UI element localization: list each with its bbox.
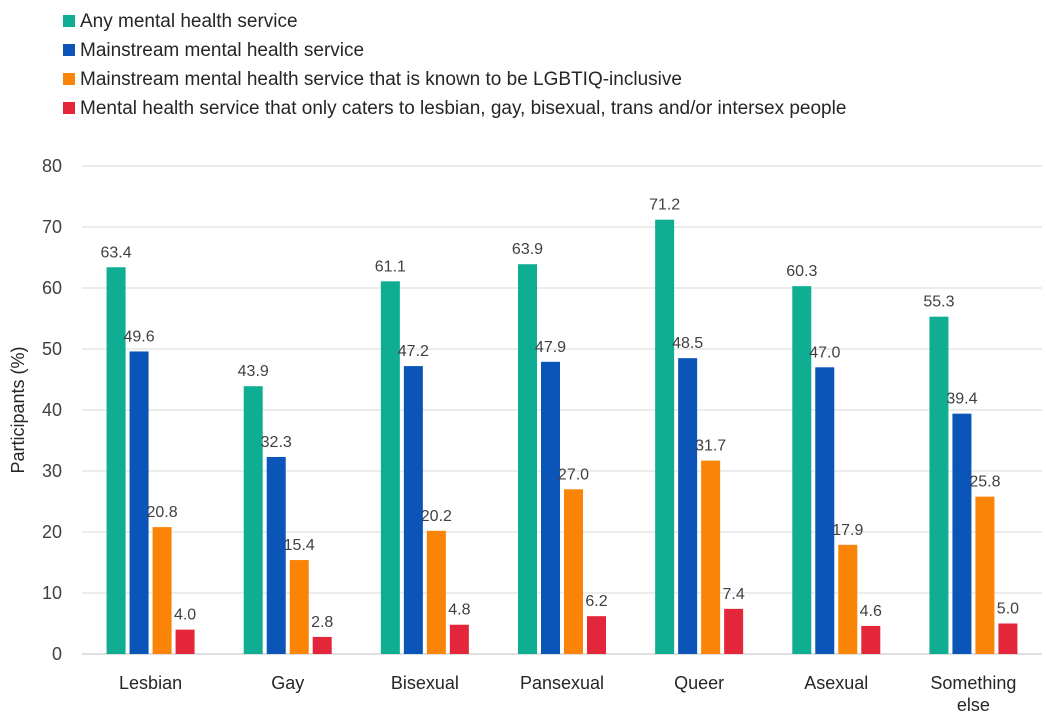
value-labels: 63.4 49.6 20.8 4.0 43.9 32.3 15.4 2.8 61.1 47.2 20… — [101, 197, 1020, 631]
bar-lesbian-series-2 — [129, 351, 149, 654]
gridlines — [82, 165, 1042, 655]
data-label: 55.3 — [923, 294, 954, 311]
data-label: 17.9 — [832, 522, 863, 539]
x-tick-label: Bisexual — [391, 673, 459, 693]
legend-label-4: Mental health service that only caters t… — [80, 98, 846, 119]
data-label: 49.6 — [124, 328, 155, 345]
data-label: 6.2 — [585, 593, 607, 610]
data-label: 4.8 — [448, 602, 470, 619]
data-label: 15.4 — [284, 537, 315, 554]
y-axis-ticks: 0 10 20 30 40 50 60 70 80 — [42, 156, 62, 664]
bar-bisexual-series-1 — [380, 281, 400, 654]
data-label: 7.4 — [723, 586, 745, 603]
x-tick-label: Asexual — [804, 673, 868, 693]
data-label: 47.2 — [398, 343, 429, 360]
data-label: 48.5 — [672, 335, 703, 352]
legend-swatch-3 — [63, 73, 75, 85]
data-label: 20.8 — [147, 504, 178, 521]
y-tick-label: 70 — [42, 217, 62, 237]
x-axis-labels: Lesbian Gay Bisexual Pansexual Queer Asexual S… — [119, 673, 1016, 715]
data-label: 63.4 — [101, 244, 132, 261]
data-label: 4.0 — [174, 607, 196, 624]
bar-asexual-series-3 — [838, 544, 858, 654]
data-label: 31.7 — [695, 438, 726, 455]
bar-pansexual-series-1 — [518, 264, 537, 654]
bar-bisexual-series-3 — [426, 530, 446, 654]
data-label: 27.0 — [558, 466, 589, 483]
bar-lesbian-series-4 — [175, 629, 195, 654]
x-tick-label: Lesbian — [119, 673, 182, 693]
data-label: 5.0 — [997, 601, 1019, 618]
legend-label-1: Any mental health service — [80, 11, 298, 32]
bar-queer-series-2 — [678, 358, 698, 654]
data-label: 71.2 — [649, 197, 680, 214]
data-label: 39.4 — [946, 391, 977, 408]
legend-label-2: Mainstream mental health service — [80, 40, 364, 61]
bar-asexual-series-1 — [792, 286, 812, 654]
bar-something-else-series-2 — [952, 413, 972, 654]
y-tick-label: 20 — [42, 522, 62, 542]
bar-something-else-series-4 — [998, 623, 1018, 654]
data-label: 60.3 — [786, 263, 817, 280]
bar-pansexual-series-2 — [541, 361, 560, 654]
y-tick-label: 80 — [42, 156, 62, 176]
data-label: 4.6 — [860, 603, 882, 620]
bar-asexual-series-2 — [815, 367, 835, 654]
bar-something-else-series-1 — [929, 316, 949, 654]
data-label: 47.9 — [535, 339, 566, 356]
data-label: 25.8 — [969, 474, 1000, 491]
bar-gay-series-2 — [266, 456, 286, 654]
y-tick-label: 60 — [42, 278, 62, 298]
bars — [106, 219, 1018, 654]
bar-lesbian-series-1 — [106, 267, 126, 654]
legend-swatch-1 — [63, 15, 75, 27]
data-label: 43.9 — [238, 363, 269, 380]
bar-bisexual-series-2 — [403, 366, 423, 654]
bar-lesbian-series-3 — [152, 527, 172, 654]
data-label: 47.0 — [809, 344, 840, 361]
bar-queer-series-4 — [724, 608, 744, 654]
x-tick-label: Pansexual — [520, 673, 604, 693]
legend-label-3: Mainstream mental health service that is… — [80, 69, 682, 90]
data-label: 61.1 — [375, 258, 406, 275]
bar-gay-series-1 — [243, 386, 263, 654]
bar-pansexual-series-3 — [564, 489, 583, 654]
bar-pansexual-series-4 — [587, 616, 606, 654]
bar-bisexual-series-4 — [449, 624, 469, 654]
y-tick-label: 30 — [42, 461, 62, 481]
bar-gay-series-3 — [289, 560, 309, 654]
x-tick-label: Gay — [271, 673, 304, 693]
y-tick-label: 10 — [42, 583, 62, 603]
y-tick-label: 40 — [42, 400, 62, 420]
x-tick-label: Something else — [930, 673, 1016, 715]
x-tick-label: Queer — [674, 673, 724, 693]
bar-queer-series-3 — [701, 460, 721, 654]
bar-something-else-series-3 — [975, 496, 995, 654]
y-tick-label: 50 — [42, 339, 62, 359]
legend-swatch-2 — [63, 44, 75, 56]
data-label: 32.3 — [261, 434, 292, 451]
bar-queer-series-1 — [655, 219, 675, 654]
data-label: 2.8 — [311, 614, 333, 631]
data-label: 20.2 — [421, 508, 452, 525]
y-tick-label: 0 — [52, 644, 62, 664]
bar-asexual-series-4 — [861, 625, 881, 654]
legend-swatch-4 — [63, 102, 75, 114]
data-label: 63.9 — [512, 241, 543, 258]
y-axis-title: Participants (%) — [8, 346, 28, 473]
legend: Any mental health service Mainstream ment… — [63, 11, 846, 119]
bar-gay-series-4 — [312, 636, 332, 654]
